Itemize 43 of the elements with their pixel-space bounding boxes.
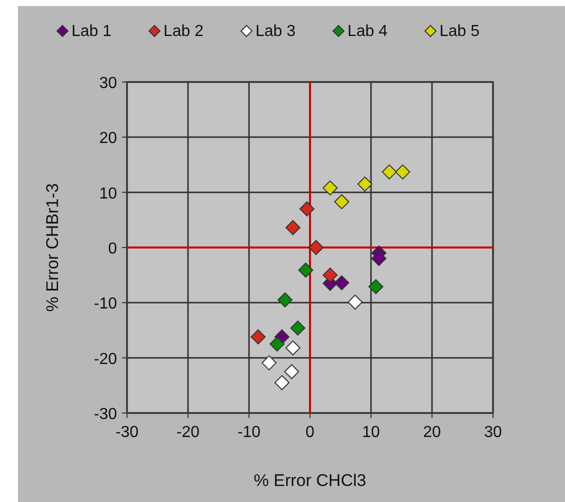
point xyxy=(284,364,300,380)
point xyxy=(395,164,410,180)
point xyxy=(299,201,314,216)
y-tick-label: -20 xyxy=(94,350,118,368)
y-tick-label: -10 xyxy=(94,296,118,313)
point xyxy=(250,329,266,344)
point xyxy=(348,294,363,310)
point xyxy=(334,275,350,290)
point xyxy=(262,355,277,370)
legend-label: Lab 1 xyxy=(72,23,112,40)
legend-label: Lab 4 xyxy=(348,23,388,40)
point xyxy=(322,180,338,196)
x-tick-label: -10 xyxy=(237,424,261,441)
legend-label: Lab 3 xyxy=(256,23,296,40)
point xyxy=(368,279,384,294)
point xyxy=(298,262,314,278)
point xyxy=(357,176,372,192)
x-tick-label: 30 xyxy=(484,424,502,441)
point xyxy=(322,268,338,283)
point xyxy=(290,320,306,336)
point xyxy=(270,336,285,352)
x-tick-label: 20 xyxy=(423,424,441,441)
y-tick-label: -30 xyxy=(94,406,118,423)
x-axis-title: % Error CHCl3 xyxy=(254,471,366,490)
point xyxy=(382,164,397,180)
point xyxy=(308,240,324,255)
x-tick-label: -20 xyxy=(176,424,200,441)
point xyxy=(334,194,350,210)
point xyxy=(274,375,290,390)
point xyxy=(285,340,300,356)
y-tick-label: 20 xyxy=(99,130,118,148)
x-tick-label: 0 xyxy=(306,424,315,441)
y-tick-label: 30 xyxy=(99,75,118,92)
legend-label: Lab 2 xyxy=(164,23,204,40)
y-axis-title: % Error CHBr1-3 xyxy=(43,183,62,312)
point xyxy=(285,220,300,236)
legend-label: Lab 5 xyxy=(440,23,480,40)
x-tick-label: 10 xyxy=(362,424,380,441)
point xyxy=(371,251,386,266)
point xyxy=(277,292,292,308)
y-tick-label: 10 xyxy=(99,185,118,202)
y-tick-label: 0 xyxy=(108,240,118,258)
x-tick-label: -30 xyxy=(115,424,139,441)
